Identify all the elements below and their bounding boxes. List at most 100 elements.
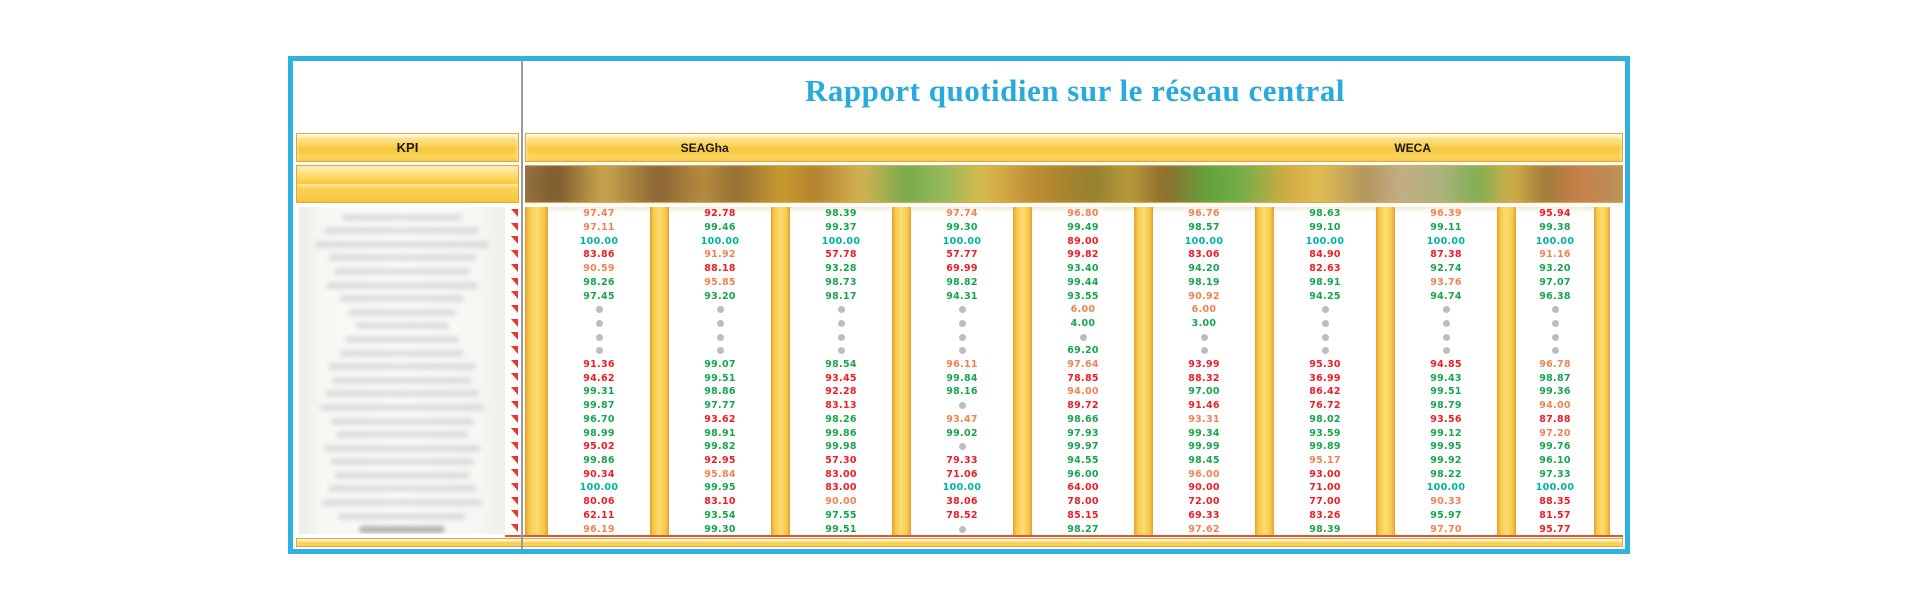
value-cell[interactable] — [1274, 330, 1376, 344]
value-cell[interactable]: 81.57 — [1539, 509, 1571, 521]
comment-flag-icon[interactable] — [511, 510, 518, 519]
value-cell[interactable]: 94.25 — [1309, 290, 1341, 302]
value-cell[interactable]: 83.86 — [583, 249, 615, 261]
value-cell[interactable]: 6.00 — [1070, 304, 1096, 316]
value-cell[interactable] — [911, 522, 1013, 536]
value-cell[interactable]: 99.82 — [704, 441, 736, 453]
value-cell[interactable]: 76.72 — [1309, 400, 1341, 412]
value-cell[interactable]: 94.62 — [583, 372, 615, 384]
comment-flag-icon[interactable] — [511, 236, 518, 245]
value-cell[interactable]: 96.10 — [1539, 455, 1571, 466]
comment-flag-icon[interactable] — [511, 428, 518, 437]
value-cell[interactable]: 97.93 — [1067, 427, 1099, 439]
value-cell[interactable]: 99.84 — [946, 372, 978, 384]
comment-flag-icon[interactable] — [511, 263, 518, 272]
comment-flag-icon[interactable] — [511, 318, 518, 327]
value-cell[interactable]: 97.62 — [1188, 523, 1220, 535]
value-cell[interactable]: 57.78 — [825, 249, 857, 261]
value-cell[interactable]: 89.00 — [1067, 235, 1099, 247]
value-cell[interactable]: 100.00 — [1305, 235, 1345, 247]
value-cell[interactable]: 98.26 — [583, 276, 615, 288]
value-cell[interactable]: 100.00 — [1426, 235, 1466, 247]
value-cell[interactable] — [1395, 330, 1497, 344]
value-cell[interactable]: 96.19 — [583, 523, 615, 535]
value-cell[interactable]: 69.99 — [946, 263, 978, 275]
value-cell[interactable]: 97.74 — [946, 208, 978, 220]
value-cell[interactable]: 97.45 — [583, 290, 615, 302]
value-cell[interactable]: 88.35 — [1539, 496, 1571, 508]
comment-flag-icon[interactable] — [511, 441, 518, 450]
value-cell[interactable] — [1153, 330, 1255, 344]
value-cell[interactable] — [548, 330, 650, 344]
section-header-weca[interactable]: WECA — [1394, 140, 1431, 155]
value-cell[interactable]: 100.00 — [579, 235, 619, 247]
value-cell[interactable]: 93.99 — [1188, 359, 1220, 371]
value-cell[interactable]: 97.07 — [1539, 276, 1571, 288]
value-cell[interactable]: 99.07 — [704, 359, 736, 371]
comment-flag-icon[interactable] — [511, 469, 518, 478]
comment-flag-icon[interactable] — [511, 277, 518, 286]
value-cell[interactable]: 93.20 — [704, 290, 736, 302]
value-cell[interactable]: 93.31 — [1188, 413, 1220, 425]
value-cell[interactable] — [911, 344, 1013, 358]
value-cell[interactable]: 98.82 — [946, 276, 978, 288]
value-cell[interactable]: 86.42 — [1309, 386, 1341, 398]
value-cell[interactable]: 98.17 — [825, 290, 857, 302]
value-cell[interactable]: 99.95 — [704, 482, 736, 494]
value-cell[interactable]: 93.40 — [1067, 263, 1099, 275]
value-cell[interactable]: 98.87 — [1539, 372, 1571, 384]
value-cell[interactable] — [790, 330, 892, 344]
value-cell[interactable]: 99.98 — [825, 441, 857, 453]
value-cell[interactable]: 98.99 — [583, 427, 615, 439]
value-cell[interactable]: 94.00 — [1539, 400, 1571, 412]
value-cell[interactable]: 79.33 — [946, 455, 978, 466]
value-cell[interactable]: 62.11 — [583, 509, 615, 521]
value-cell[interactable]: 71.00 — [1309, 482, 1341, 494]
comment-flag-icon[interactable] — [511, 304, 518, 313]
value-cell[interactable] — [911, 303, 1013, 317]
value-cell[interactable]: 90.34 — [583, 468, 615, 480]
value-cell[interactable]: 94.85 — [1430, 359, 1462, 371]
value-cell[interactable]: 100.00 — [1535, 482, 1575, 494]
value-cell[interactable]: 93.47 — [946, 413, 978, 425]
value-cell[interactable]: 98.91 — [1309, 276, 1341, 288]
value-cell[interactable]: 96.70 — [583, 413, 615, 425]
comment-flag-icon[interactable] — [511, 209, 518, 217]
value-cell[interactable] — [911, 440, 1013, 454]
value-cell[interactable]: 93.55 — [1067, 290, 1099, 302]
value-cell[interactable]: 91.36 — [583, 359, 615, 371]
value-cell[interactable]: 93.56 — [1430, 413, 1462, 425]
value-cell[interactable]: 57.77 — [946, 249, 978, 261]
value-cell[interactable]: 98.02 — [1309, 413, 1341, 425]
value-cell[interactable]: 97.70 — [1430, 523, 1462, 535]
value-cell[interactable]: 83.26 — [1309, 509, 1341, 521]
value-cell[interactable]: 57.30 — [825, 455, 857, 466]
value-cell[interactable]: 36.99 — [1309, 372, 1341, 384]
value-cell[interactable]: 92.78 — [704, 208, 736, 220]
value-cell[interactable]: 98.39 — [825, 208, 857, 220]
value-cell[interactable]: 93.00 — [1309, 468, 1341, 480]
value-cell[interactable]: 98.66 — [1067, 413, 1099, 425]
value-cell[interactable]: 97.11 — [583, 222, 615, 234]
value-cell[interactable] — [1274, 344, 1376, 358]
comment-flag-icon[interactable] — [511, 455, 518, 464]
value-cell[interactable]: 97.55 — [825, 509, 857, 521]
value-cell[interactable] — [1153, 344, 1255, 358]
comment-flag-icon[interactable] — [511, 332, 518, 341]
value-cell[interactable]: 93.54 — [704, 509, 736, 521]
value-cell[interactable]: 99.38 — [1539, 222, 1571, 234]
value-cell[interactable]: 99.02 — [946, 427, 978, 439]
value-cell[interactable]: 94.31 — [946, 290, 978, 302]
value-cell[interactable] — [911, 399, 1013, 413]
comment-flag-icon[interactable] — [511, 414, 518, 423]
comment-flag-icon[interactable] — [511, 373, 518, 382]
value-cell[interactable]: 98.63 — [1309, 208, 1341, 220]
value-cell[interactable]: 99.49 — [1067, 222, 1099, 234]
comment-flag-icon[interactable] — [511, 291, 518, 300]
comment-flag-icon[interactable] — [511, 496, 518, 505]
value-cell[interactable]: 99.95 — [1430, 441, 1462, 453]
value-cell[interactable]: 95.30 — [1309, 359, 1341, 371]
comment-flag-icon[interactable] — [511, 346, 518, 355]
value-cell[interactable]: 95.85 — [704, 276, 736, 288]
value-cell[interactable] — [790, 317, 892, 331]
